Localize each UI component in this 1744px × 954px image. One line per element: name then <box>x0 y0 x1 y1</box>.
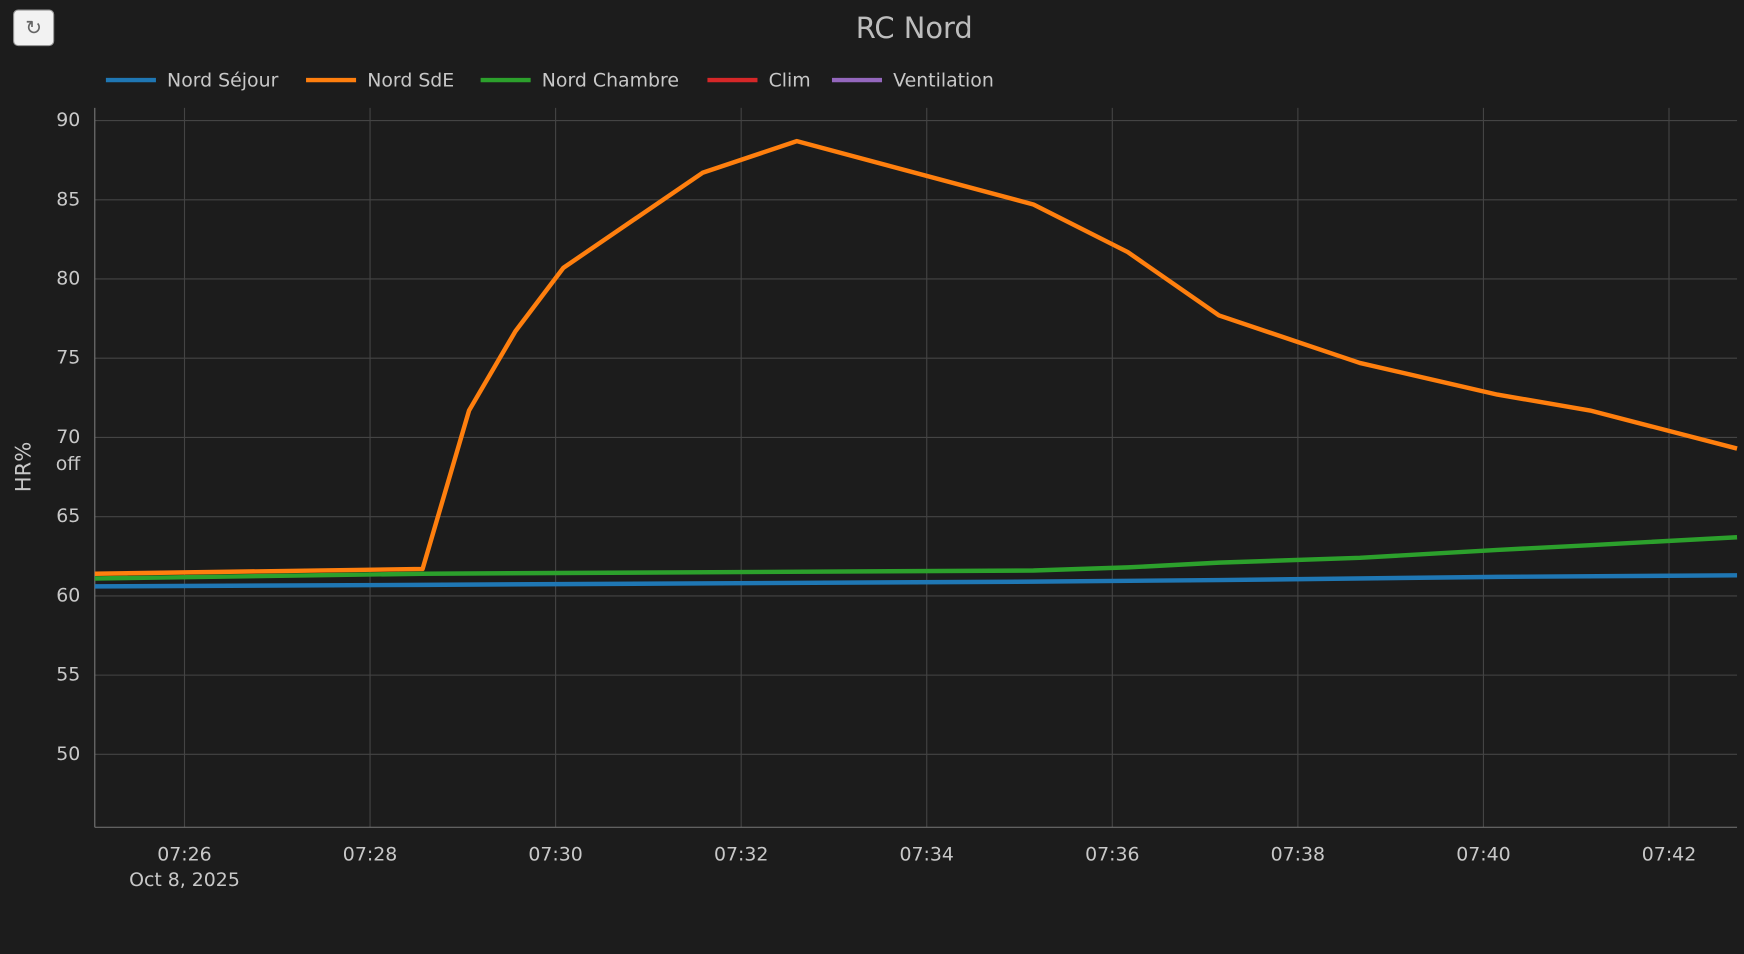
x-tick-label: 07:26 <box>157 844 211 866</box>
x-tick-label: 07:30 <box>528 844 582 866</box>
y-tick-label: 55 <box>56 664 80 686</box>
y-axis-title: HR% <box>11 442 36 493</box>
refresh-button[interactable] <box>13 9 55 47</box>
series-line <box>94 573 1738 589</box>
y-tick-label: 50 <box>56 743 80 765</box>
y-tick-label: 65 <box>56 505 80 527</box>
legend-label: Nord SdE <box>367 70 454 92</box>
x-tick-label: 07:32 <box>714 844 768 866</box>
y-tick-label: off <box>56 453 82 475</box>
y-tick-label: 75 <box>56 347 80 369</box>
x-tick-label: 07:28 <box>343 844 397 866</box>
y-tick-label: 85 <box>56 188 80 210</box>
legend-label: Clim <box>769 70 811 92</box>
y-tick-label: 60 <box>56 584 80 606</box>
x-date-label: Oct 8, 2025 <box>129 869 240 891</box>
series-line <box>94 138 1738 576</box>
x-tick-label: 07:42 <box>1642 844 1696 866</box>
legend-label: Ventilation <box>893 70 994 92</box>
refresh-icon[interactable]: ↻ <box>25 15 42 39</box>
legend-label: Nord Chambre <box>542 70 679 92</box>
x-tick-label: 07:40 <box>1456 844 1510 866</box>
x-tick-label: 07:36 <box>1085 844 1139 866</box>
series-line <box>94 535 1738 581</box>
y-tick-label: 80 <box>56 267 80 289</box>
y-tick-label: 70 <box>56 426 80 448</box>
y-tick-label: 90 <box>56 109 80 131</box>
x-tick-label: 07:38 <box>1271 844 1325 866</box>
legend-label: Nord Séjour <box>167 70 279 92</box>
x-tick-label: 07:34 <box>900 844 954 866</box>
chart-title: RC Nord <box>856 11 973 45</box>
